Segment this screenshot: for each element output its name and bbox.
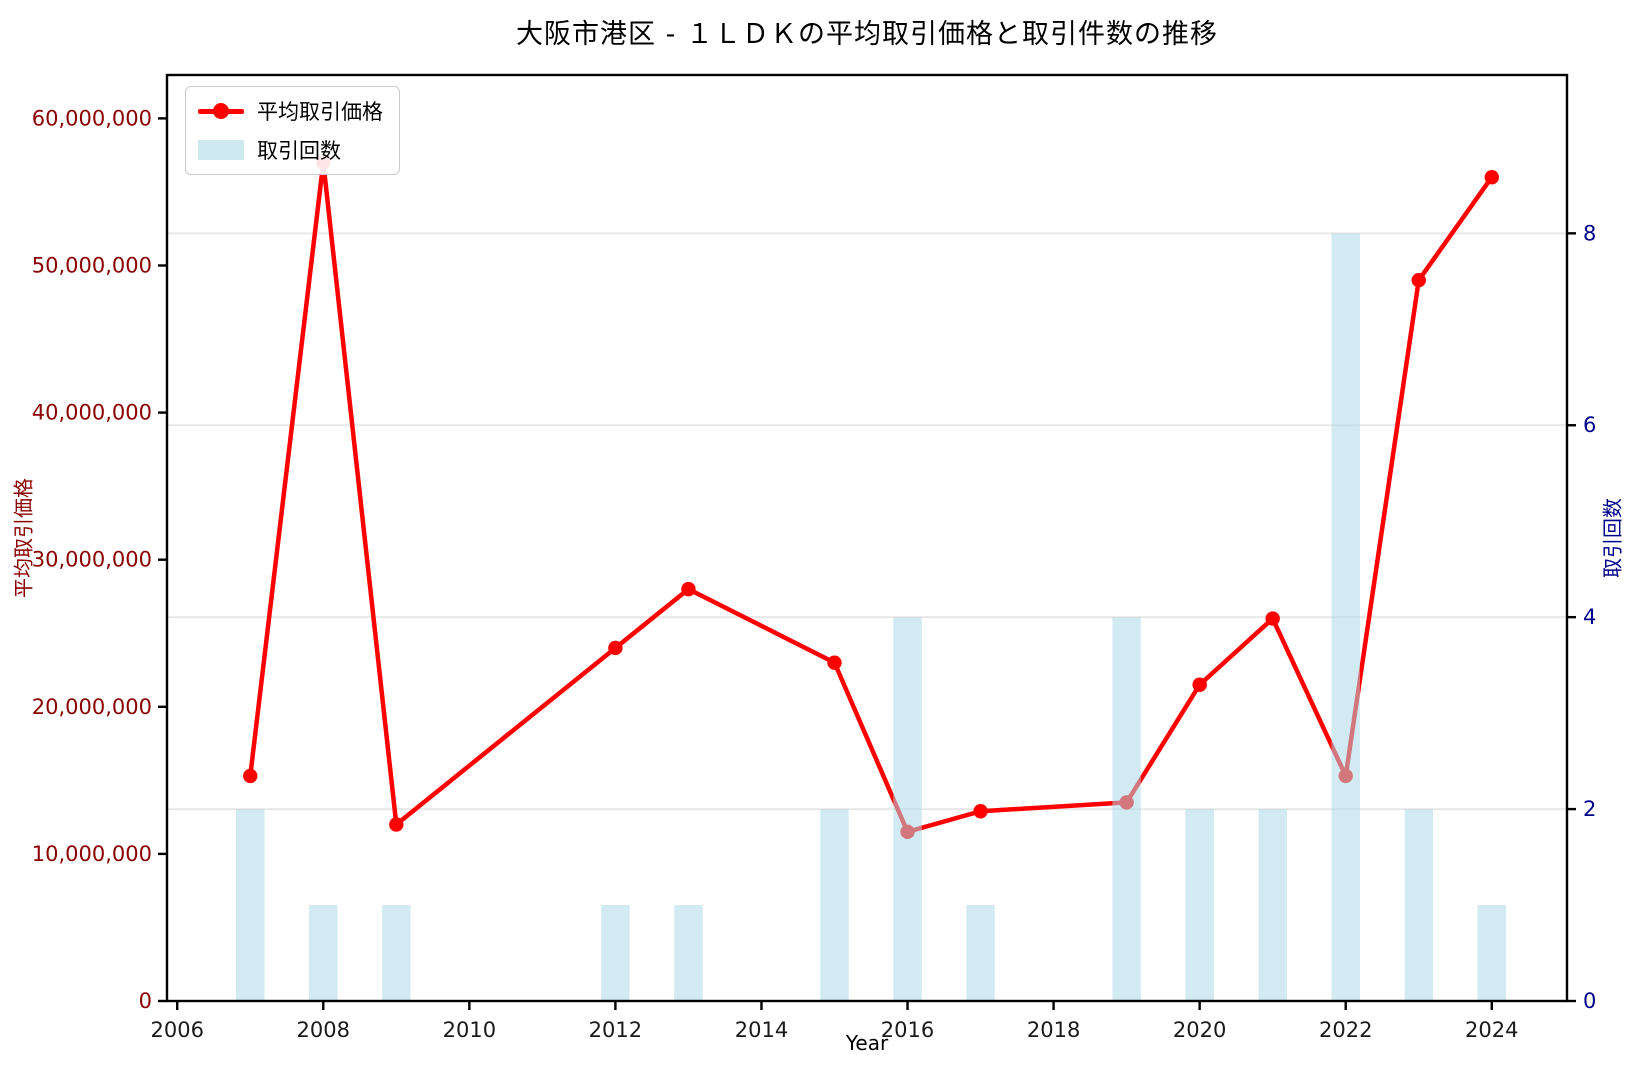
legend-bar-swatch (198, 140, 244, 160)
price-marker (827, 655, 842, 670)
left-axis-title: 平均取引価格 (11, 478, 36, 598)
right-axis-title: 取引回数 (1600, 498, 1625, 578)
price-marker (681, 581, 696, 597)
x-tick-label: 2014 (735, 1018, 788, 1042)
x-tick-label: 2008 (297, 1018, 350, 1042)
right-tick-label: 0 (1583, 989, 1596, 1013)
x-axis-title: Year (845, 1031, 889, 1055)
left-tick-label: 50,000,000 (32, 253, 152, 277)
left-tick-label: 60,000,000 (32, 106, 152, 130)
count-bar (1258, 809, 1287, 1001)
price-marker (389, 817, 404, 832)
left-tick-label: 0 (139, 989, 152, 1013)
legend: 平均取引価格 取引回数 (185, 86, 400, 175)
count-bar (893, 617, 922, 1001)
count-bar (309, 905, 338, 1001)
x-tick-label: 2024 (1465, 1018, 1518, 1042)
chart-title: 大阪市港区 - １ＬＤＫの平均取引価格と取引件数の推移 (516, 19, 1218, 50)
left-tick-label: 10,000,000 (32, 842, 152, 866)
left-tick-label: 30,000,000 (32, 548, 152, 572)
legend-label-price: 平均取引価格 (257, 100, 383, 124)
legend-line-swatch (198, 103, 244, 119)
price-marker (1192, 677, 1207, 692)
x-tick-label: 2018 (1027, 1018, 1080, 1042)
price-marker (973, 804, 988, 819)
count-bar (674, 905, 703, 1001)
price-marker (1265, 611, 1280, 626)
x-tick-label: 2016 (881, 1018, 934, 1042)
count-bar (1477, 905, 1507, 1001)
count-bar (236, 809, 265, 1001)
left-tick-label: 40,000,000 (32, 401, 152, 425)
x-tick-label: 2006 (150, 1018, 203, 1042)
legend-item-price: 平均取引価格 (198, 96, 383, 126)
count-bar (820, 809, 849, 1001)
count-bar (966, 905, 995, 1001)
count-bar (382, 905, 411, 1001)
price-marker (243, 768, 258, 784)
price-marker (1484, 170, 1499, 185)
count-bar (601, 905, 630, 1001)
count-bar (1331, 233, 1360, 1001)
legend-item-count: 取引回数 (198, 135, 383, 165)
x-tick-label: 2020 (1173, 1018, 1226, 1042)
count-bar (1112, 617, 1141, 1001)
right-tick-label: 2 (1583, 797, 1596, 821)
legend-label-count: 取引回数 (257, 139, 341, 163)
price-line (248, 160, 1495, 835)
count-bar (1404, 809, 1433, 1001)
x-tick-label: 2022 (1319, 1018, 1372, 1042)
price-marker (1411, 273, 1426, 288)
legend-marker-dot (213, 103, 229, 119)
x-tick-label: 2010 (443, 1018, 496, 1042)
plot-frame (165, 73, 1569, 1003)
right-tick-label: 6 (1583, 413, 1596, 437)
price-marker (608, 640, 623, 656)
right-tick-label: 8 (1583, 221, 1596, 245)
right-tick-label: 4 (1583, 605, 1596, 629)
x-tick-label: 2012 (589, 1018, 642, 1042)
count-bar (1185, 809, 1214, 1001)
left-tick-label: 20,000,000 (32, 695, 152, 719)
